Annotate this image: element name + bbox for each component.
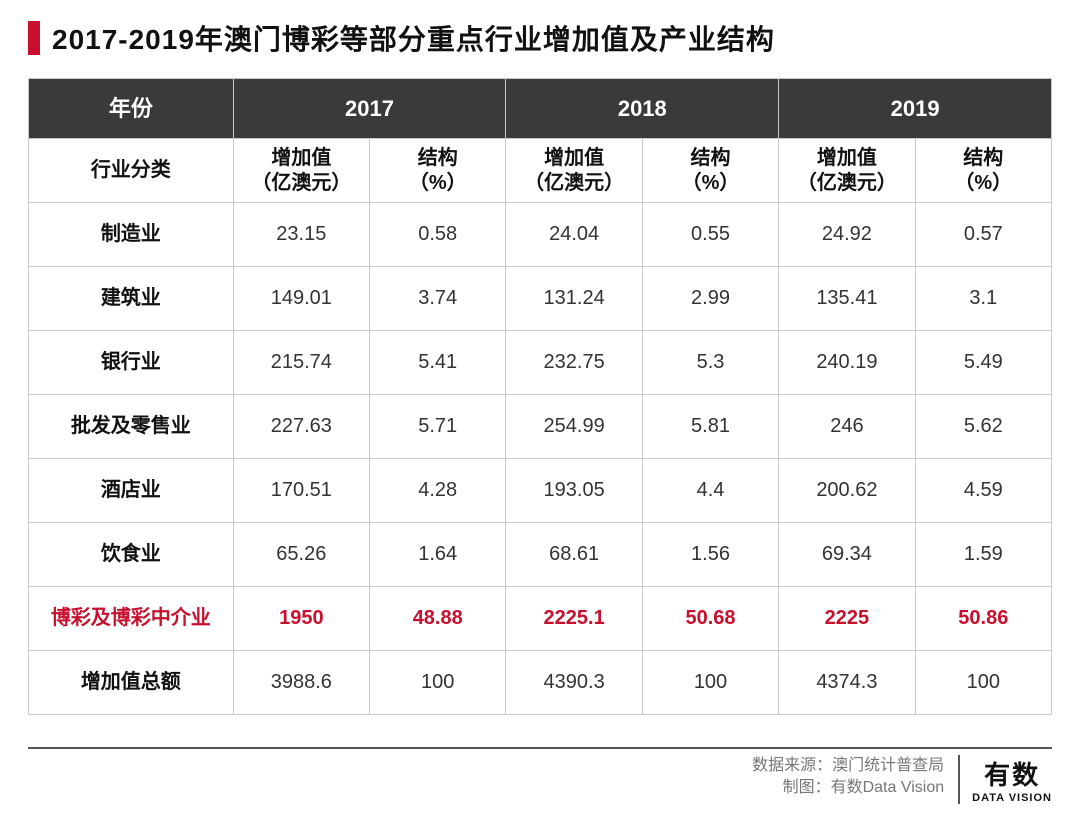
- table-row: 增加值总额3988.61004390.31004374.3100: [29, 651, 1052, 715]
- cell-value: 170.51: [233, 459, 369, 523]
- cell-value: 232.75: [506, 331, 642, 395]
- cell-value: 4.28: [370, 459, 506, 523]
- page-title: 2017-2019年澳门博彩等部分重点行业增加值及产业结构: [52, 18, 775, 58]
- cell-value: 68.61: [506, 523, 642, 587]
- cell-value: 3.74: [370, 267, 506, 331]
- cell-value: 50.86: [915, 587, 1051, 651]
- table-row: 制造业23.150.5824.040.5524.920.57: [29, 203, 1052, 267]
- header-value: 增加值（亿澳元）: [233, 139, 369, 203]
- row-label: 增加值总额: [29, 651, 234, 715]
- cell-value: 5.71: [370, 395, 506, 459]
- cell-value: 2225.1: [506, 587, 642, 651]
- cell-value: 1950: [233, 587, 369, 651]
- table-header-years: 年份 2017 2018 2019: [29, 79, 1052, 139]
- title-bar: 2017-2019年澳门博彩等部分重点行业增加值及产业结构: [28, 18, 1052, 58]
- cell-value: 3.1: [915, 267, 1051, 331]
- cell-value: 5.41: [370, 331, 506, 395]
- cell-value: 69.34: [779, 523, 915, 587]
- cell-value: 227.63: [233, 395, 369, 459]
- title-accent-mark: [28, 21, 40, 55]
- table-header-sub: 行业分类 增加值（亿澳元） 结构（%） 增加值（亿澳元） 结构（%） 增加值（亿…: [29, 139, 1052, 203]
- cell-value: 4390.3: [506, 651, 642, 715]
- table-row: 银行业215.745.41232.755.3240.195.49: [29, 331, 1052, 395]
- cell-value: 23.15: [233, 203, 369, 267]
- footer: 数据来源：澳门统计普查局 制图：有数Data Vision 有数 DATA VI…: [28, 747, 1052, 804]
- header-share: 结构（%）: [370, 139, 506, 203]
- cell-value: 2225: [779, 587, 915, 651]
- cell-value: 200.62: [779, 459, 915, 523]
- cell-value: 65.26: [233, 523, 369, 587]
- header-share: 结构（%）: [642, 139, 778, 203]
- header-value: 增加值（亿澳元）: [779, 139, 915, 203]
- cell-value: 50.68: [642, 587, 778, 651]
- cell-value: 215.74: [233, 331, 369, 395]
- row-label: 批发及零售业: [29, 395, 234, 459]
- cell-value: 1.64: [370, 523, 506, 587]
- logo-en: DATA VISION: [972, 792, 1052, 804]
- row-label: 饮食业: [29, 523, 234, 587]
- cell-value: 4.59: [915, 459, 1051, 523]
- cell-value: 5.62: [915, 395, 1051, 459]
- source-block: 数据来源：澳门统计普查局 制图：有数Data Vision: [752, 755, 944, 800]
- cell-value: 48.88: [370, 587, 506, 651]
- table-row: 饮食业65.261.6468.611.5669.341.59: [29, 523, 1052, 587]
- cell-value: 3988.6: [233, 651, 369, 715]
- header-category-label: 行业分类: [29, 139, 234, 203]
- cell-value: 4.4: [642, 459, 778, 523]
- header-value: 增加值（亿澳元）: [506, 139, 642, 203]
- cell-value: 4374.3: [779, 651, 915, 715]
- source-value: 澳门统计普查局: [832, 757, 944, 774]
- cell-value: 5.81: [642, 395, 778, 459]
- cell-value: 246: [779, 395, 915, 459]
- cell-value: 1.56: [642, 523, 778, 587]
- cell-value: 135.41: [779, 267, 915, 331]
- header-year-2018: 2018: [506, 79, 779, 139]
- cell-value: 2.99: [642, 267, 778, 331]
- header-year-label: 年份: [29, 79, 234, 139]
- cell-value: 5.49: [915, 331, 1051, 395]
- table-row: 酒店业170.514.28193.054.4200.624.59: [29, 459, 1052, 523]
- cell-value: 24.92: [779, 203, 915, 267]
- cell-value: 1.59: [915, 523, 1051, 587]
- cell-value: 0.57: [915, 203, 1051, 267]
- cell-value: 149.01: [233, 267, 369, 331]
- row-label: 银行业: [29, 331, 234, 395]
- table-row: 博彩及博彩中介业195048.882225.150.68222550.86: [29, 587, 1052, 651]
- header-year-2019: 2019: [779, 79, 1052, 139]
- cell-value: 100: [370, 651, 506, 715]
- cell-value: 240.19: [779, 331, 915, 395]
- credit-value: 有数Data Vision: [831, 779, 945, 796]
- cell-value: 193.05: [506, 459, 642, 523]
- cell-value: 0.58: [370, 203, 506, 267]
- data-table: 年份 2017 2018 2019 行业分类 增加值（亿澳元） 结构（%） 增加…: [28, 78, 1052, 715]
- source-label: 数据来源：: [752, 757, 832, 774]
- logo-cn: 有数: [984, 755, 1040, 792]
- cell-value: 0.55: [642, 203, 778, 267]
- logo: 有数 DATA VISION: [958, 755, 1052, 804]
- cell-value: 24.04: [506, 203, 642, 267]
- cell-value: 131.24: [506, 267, 642, 331]
- row-label: 建筑业: [29, 267, 234, 331]
- row-label: 博彩及博彩中介业: [29, 587, 234, 651]
- table-row: 建筑业149.013.74131.242.99135.413.1: [29, 267, 1052, 331]
- cell-value: 100: [915, 651, 1051, 715]
- cell-value: 254.99: [506, 395, 642, 459]
- table-row: 批发及零售业227.635.71254.995.812465.62: [29, 395, 1052, 459]
- header-year-2017: 2017: [233, 79, 506, 139]
- cell-value: 100: [642, 651, 778, 715]
- header-share: 结构（%）: [915, 139, 1051, 203]
- row-label: 制造业: [29, 203, 234, 267]
- cell-value: 5.3: [642, 331, 778, 395]
- credit-label: 制图：: [783, 779, 831, 796]
- row-label: 酒店业: [29, 459, 234, 523]
